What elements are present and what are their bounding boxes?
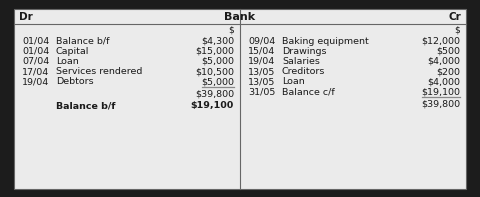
Text: Services rendered: Services rendered: [56, 67, 143, 76]
Text: $39,800: $39,800: [195, 89, 234, 98]
Text: $4,000: $4,000: [427, 77, 460, 86]
Text: $19,100: $19,100: [191, 101, 234, 110]
Text: $15,000: $15,000: [195, 47, 234, 56]
Text: 17/04: 17/04: [22, 67, 49, 76]
Text: Salaries: Salaries: [282, 57, 320, 66]
Text: $500: $500: [436, 47, 460, 56]
Text: Baking equipment: Baking equipment: [282, 36, 369, 46]
Text: $200: $200: [436, 67, 460, 76]
Text: 31/05: 31/05: [248, 87, 276, 97]
Text: 01/04: 01/04: [22, 36, 49, 46]
Text: $5,000: $5,000: [201, 57, 234, 66]
Text: 09/04: 09/04: [248, 36, 275, 46]
Text: 15/04: 15/04: [248, 47, 275, 56]
Text: Balance b/f: Balance b/f: [56, 101, 116, 110]
Text: Creditors: Creditors: [282, 67, 325, 76]
Text: Drawings: Drawings: [282, 47, 326, 56]
Text: Balance b/f: Balance b/f: [56, 36, 109, 46]
Text: 19/04: 19/04: [22, 77, 49, 86]
Text: $10,500: $10,500: [195, 67, 234, 76]
Text: $39,800: $39,800: [421, 99, 460, 109]
Text: $19,100: $19,100: [421, 87, 460, 97]
Text: Bank: Bank: [225, 11, 255, 21]
Text: $: $: [454, 25, 460, 34]
Text: $: $: [228, 25, 234, 34]
Text: 07/04: 07/04: [22, 57, 49, 66]
Text: Capital: Capital: [56, 47, 89, 56]
Text: $4,300: $4,300: [201, 36, 234, 46]
Text: Loan: Loan: [282, 77, 305, 86]
Text: 19/04: 19/04: [248, 57, 275, 66]
Text: Loan: Loan: [56, 57, 79, 66]
Text: $4,000: $4,000: [427, 57, 460, 66]
Text: Balance c/f: Balance c/f: [282, 87, 335, 97]
Text: 13/05: 13/05: [248, 77, 276, 86]
Text: $5,000: $5,000: [201, 77, 234, 86]
Text: 01/04: 01/04: [22, 47, 49, 56]
Text: Dr: Dr: [19, 11, 33, 21]
Text: $12,000: $12,000: [421, 36, 460, 46]
Text: 13/05: 13/05: [248, 67, 276, 76]
Text: Cr: Cr: [448, 11, 461, 21]
Text: Debtors: Debtors: [56, 77, 94, 86]
